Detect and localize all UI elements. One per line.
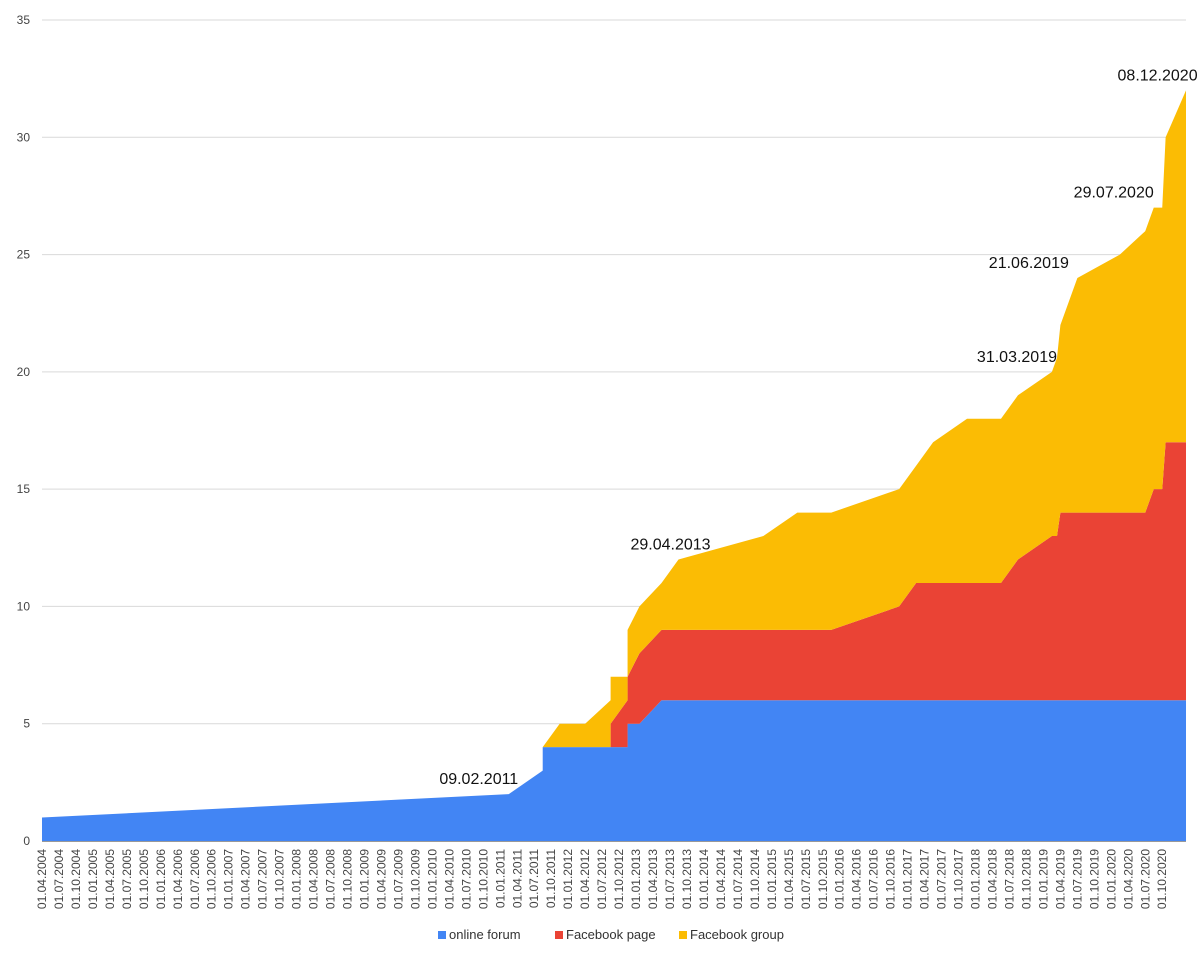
x-tick-label: 01.04.2006 <box>171 849 185 909</box>
x-tick-label: 01.01.2020 <box>1104 849 1118 909</box>
x-tick-label: 01.10.2010 <box>476 849 490 909</box>
x-tick-label: 01.01.2018 <box>969 849 983 909</box>
x-tick-label: 01.01.2016 <box>833 849 847 909</box>
x-tick-label: 01.01.2010 <box>425 849 439 909</box>
annotation-label: 29.07.2020 <box>1074 185 1154 202</box>
x-tick-label: 01.07.2011 <box>527 849 541 908</box>
annotation-label: 08.12.2020 <box>1118 67 1198 84</box>
annotation-label: 31.03.2019 <box>977 349 1057 366</box>
x-tick-label: 01.01.2015 <box>765 849 779 909</box>
x-tick-label: 01.04.2010 <box>442 849 456 909</box>
x-tick-label: 01.10.2020 <box>1155 849 1169 909</box>
annotations: 09.02.2011 29.04.2013 31.03.2019 21.06.2019… <box>439 67 1197 788</box>
annotation-label: 29.04.2013 <box>630 537 710 554</box>
legend-swatch <box>555 931 563 939</box>
areas <box>42 90 1186 841</box>
x-tick-label: 01.10.2017 <box>952 849 966 909</box>
area-facebook-group <box>42 90 1186 818</box>
x-tick-label: 01.04.2014 <box>714 849 728 909</box>
x-tick-label: 01.10.2012 <box>612 849 626 909</box>
x-tick-label: 01.10.2009 <box>408 849 422 909</box>
x-tick-label: 01.10.2006 <box>205 849 219 909</box>
x-tick-label: 01.01.2014 <box>697 849 711 909</box>
x-tick-label: 01.07.2010 <box>459 849 473 909</box>
x-tick-label: 01.07.2007 <box>256 849 270 909</box>
x-tick-label: 01.07.2015 <box>799 849 813 909</box>
y-tick-label: 0 <box>23 834 30 848</box>
x-tick-label: 01.04.2020 <box>1121 849 1135 909</box>
annotation-label: 09.02.2011 <box>439 771 518 788</box>
x-tick-label: 01.04.2011 <box>510 849 524 908</box>
x-tick-label: 01.04.2009 <box>374 849 388 909</box>
x-tick-label: 01.01.2011 <box>493 849 507 908</box>
x-tick-label: 01.10.2011 <box>544 849 558 908</box>
x-tick-label: 01.04.2007 <box>239 849 253 909</box>
x-tick-label: 01.01.2019 <box>1036 849 1050 909</box>
y-tick-label: 5 <box>23 717 30 731</box>
x-tick-label: 01.07.2014 <box>731 849 745 909</box>
x-tick-label: 01.10.2005 <box>137 849 151 909</box>
x-tick-label: 01.07.2018 <box>1002 849 1016 909</box>
x-tick-label: 01.01.2009 <box>357 849 371 909</box>
y-axis-ticks: 0 5 10 15 20 25 30 35 <box>17 13 31 848</box>
y-tick-label: 35 <box>17 13 31 27</box>
x-tick-label: 01.10.2016 <box>884 849 898 909</box>
x-tick-label: 01.07.2008 <box>324 849 338 909</box>
x-axis-ticks: 01.04.2004 01.07.2004 01.10.2004 01.01.2005… <box>35 849 1169 909</box>
x-tick-label: 01.10.2014 <box>748 849 762 909</box>
x-tick-label: 01.04.2013 <box>646 849 660 909</box>
x-tick-label: 01.07.2012 <box>595 849 609 909</box>
x-tick-label: 01.04.2016 <box>850 849 864 909</box>
x-tick-label: 01.10.2015 <box>816 849 830 909</box>
annotation-label: 21.06.2019 <box>989 255 1069 272</box>
x-tick-label: 01.04.2012 <box>578 849 592 909</box>
x-tick-label: 01.10.2019 <box>1087 849 1101 909</box>
legend-label: Facebook group <box>690 927 784 942</box>
x-tick-label: 01.10.2008 <box>341 849 355 909</box>
x-tick-label: 01.07.2016 <box>867 849 881 909</box>
x-tick-label: 01.07.2009 <box>391 849 405 909</box>
y-tick-label: 10 <box>17 599 31 613</box>
y-tick-label: 30 <box>17 130 31 144</box>
x-tick-label: 01.04.2004 <box>35 849 49 909</box>
y-tick-label: 25 <box>17 248 31 262</box>
y-tick-label: 20 <box>17 365 31 379</box>
legend-swatch <box>438 931 446 939</box>
legend-swatch <box>679 931 687 939</box>
gridlines <box>42 19 1186 842</box>
area-online-forum <box>42 700 1186 841</box>
x-tick-label: 01.04.2018 <box>986 849 1000 909</box>
y-tick-label: 15 <box>17 482 31 496</box>
x-tick-label: 01.01.2012 <box>561 849 575 909</box>
x-tick-label: 01.07.2013 <box>663 849 677 909</box>
area-facebook-page <box>42 442 1186 818</box>
x-tick-label: 01.04.2008 <box>307 849 321 909</box>
x-tick-label: 01.10.2018 <box>1019 849 1033 909</box>
x-tick-label: 01.07.2017 <box>935 849 949 909</box>
x-tick-label: 01.01.2013 <box>629 849 643 909</box>
x-tick-label: 01.01.2006 <box>154 849 168 909</box>
x-tick-label: 01.10.2007 <box>273 849 287 909</box>
x-tick-label: 01.07.2006 <box>188 849 202 909</box>
x-tick-label: 01.04.2015 <box>782 849 796 909</box>
x-tick-label: 01.01.2007 <box>222 849 236 909</box>
legend-label: Facebook page <box>566 927 656 942</box>
x-tick-label: 01.07.2019 <box>1070 849 1084 909</box>
x-tick-label: 01.10.2013 <box>680 849 694 909</box>
x-tick-label: 01.04.2005 <box>103 849 117 909</box>
legend: online forum Facebook page Facebook group <box>438 927 784 942</box>
x-tick-label: 01.04.2017 <box>918 849 932 909</box>
x-tick-label: 01.01.2005 <box>86 849 100 909</box>
x-tick-label: 01.01.2008 <box>290 849 304 909</box>
x-tick-label: 01.10.2004 <box>69 849 83 909</box>
x-tick-label: 01.07.2020 <box>1138 849 1152 909</box>
x-tick-label: 01.04.2019 <box>1053 849 1067 909</box>
x-tick-label: 01.01.2017 <box>901 849 915 909</box>
x-tick-label: 01.07.2004 <box>52 849 66 909</box>
legend-label: online forum <box>449 927 521 942</box>
x-tick-label: 01.07.2005 <box>120 849 134 909</box>
